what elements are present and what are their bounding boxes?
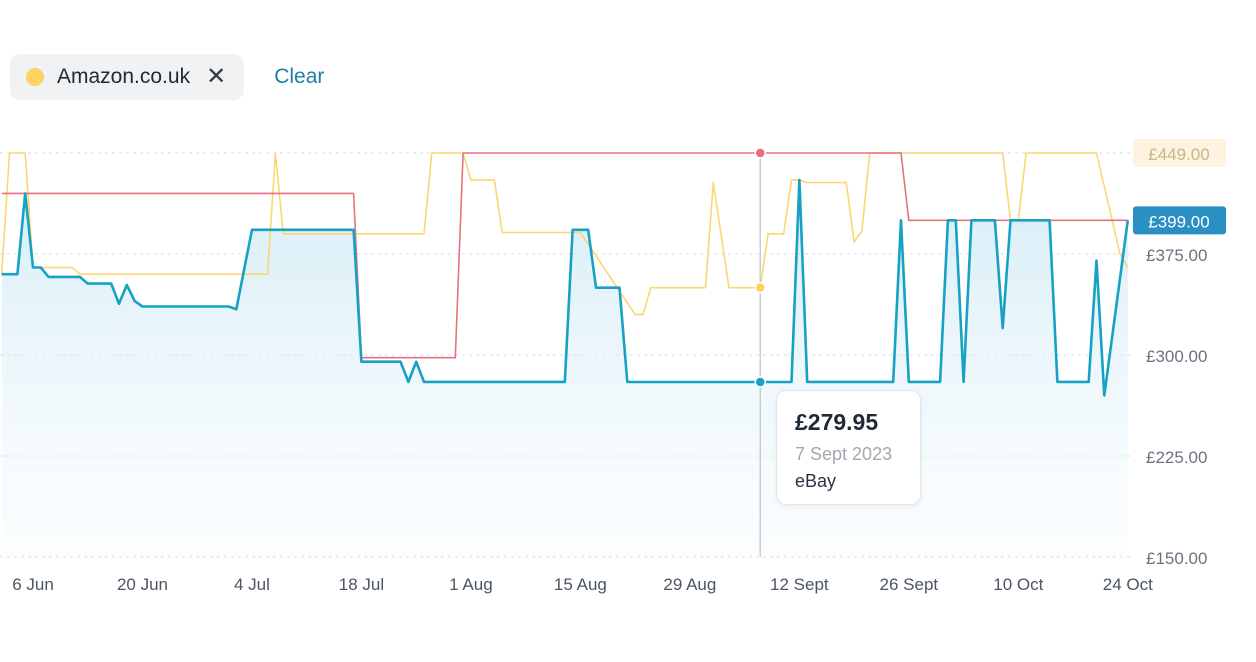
hover-dot-amazon xyxy=(754,281,767,294)
x-tick-label: 26 Sept xyxy=(880,575,939,594)
series-line-red xyxy=(1,152,1128,359)
series-line-ebay xyxy=(1,178,1130,397)
y-tick-label: £375.00 xyxy=(1146,246,1207,265)
y-tick-label: £225.00 xyxy=(1146,448,1207,467)
x-tick-label: 24 Oct xyxy=(1103,575,1153,594)
chip-label: Amazon.co.uk xyxy=(57,65,191,88)
close-icon[interactable]: ✕ xyxy=(206,63,227,90)
clear-filters-link[interactable]: Clear xyxy=(274,65,325,88)
x-tick-label: 15 Aug xyxy=(554,575,607,594)
x-tick-label: 20 Jun xyxy=(117,575,168,594)
x-tick-label: 10 Oct xyxy=(993,575,1043,594)
x-tick-label: 12 Sept xyxy=(770,575,829,594)
x-tick-label: 29 Aug xyxy=(663,575,716,594)
retailer-filter-chip[interactable]: Amazon.co.uk ✕ xyxy=(10,54,245,100)
hover-dot-ebay xyxy=(754,376,767,388)
x-tick-label: 4 Jul xyxy=(234,575,270,594)
retailer-color-dot xyxy=(26,68,44,86)
y-tick-label: £300.00 xyxy=(1146,347,1207,366)
amazon-price-badge: £449.00 xyxy=(1148,145,1209,164)
price-tooltip: £279.95 7 Sept 2023 eBay xyxy=(776,390,921,505)
amazon-price-badge-bg xyxy=(1133,139,1226,167)
x-tick-label: 6 Jun xyxy=(12,575,54,594)
x-tick-label: 18 Jul xyxy=(339,575,384,594)
tooltip-price: £279.95 xyxy=(795,409,879,435)
tooltip-seller: eBay xyxy=(795,471,837,491)
x-tick-label: 1 Aug xyxy=(449,575,493,594)
red-series-price-badge-bg xyxy=(1133,206,1226,235)
y-tick-label: £150.00 xyxy=(1146,549,1207,568)
hover-dot-red xyxy=(754,147,767,159)
red-series-price-badge: £399.00 xyxy=(1148,212,1209,231)
filter-bar: Amazon.co.uk ✕ Clear xyxy=(10,54,324,100)
tooltip-date: 7 Sept 2023 xyxy=(795,444,893,464)
